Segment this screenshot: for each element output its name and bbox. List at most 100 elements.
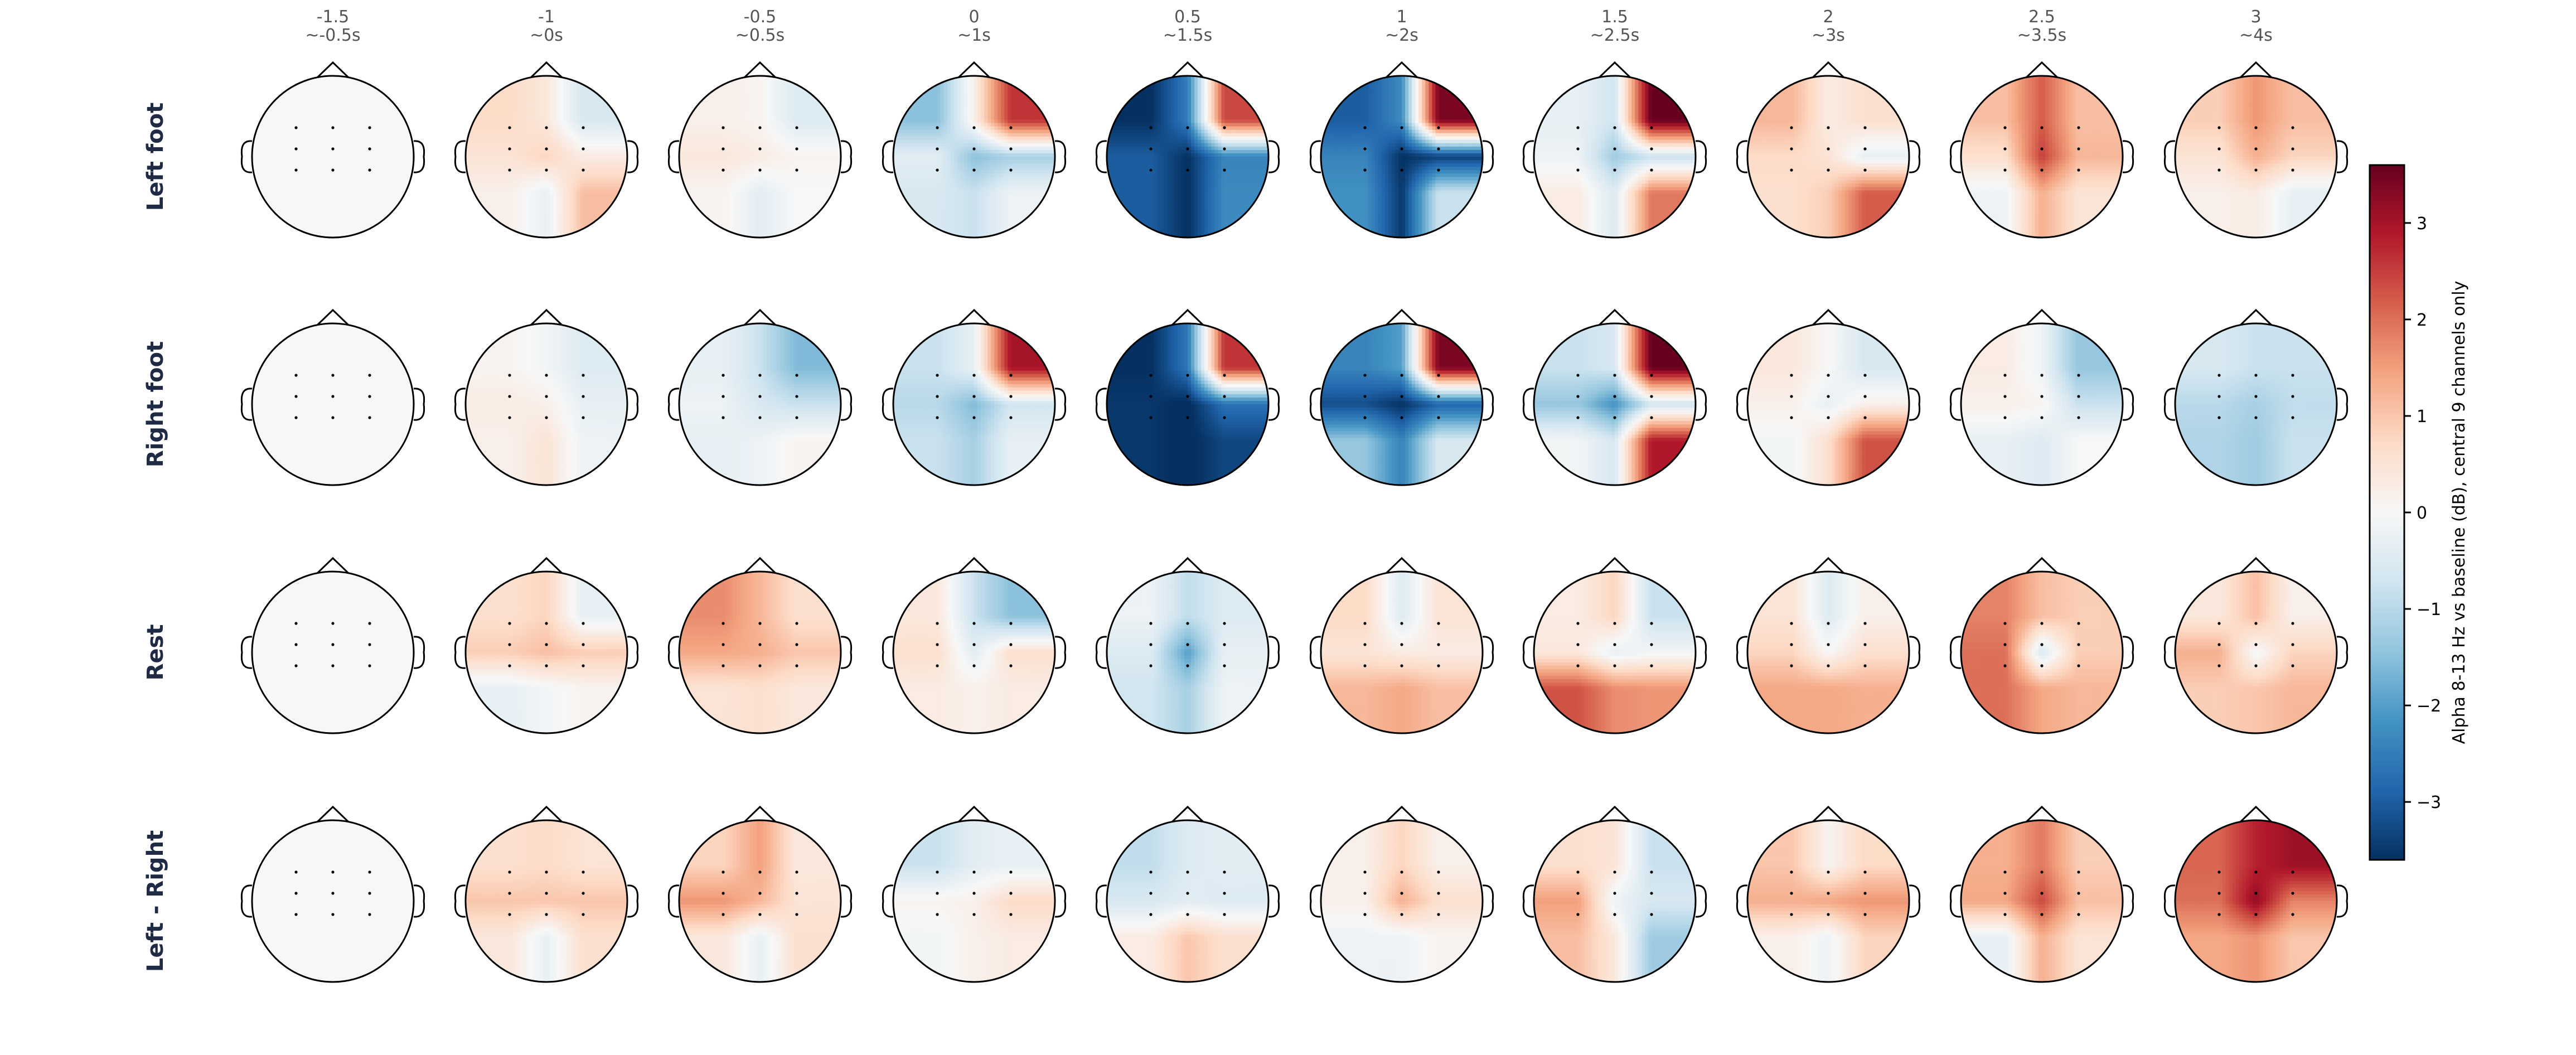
topomap-cell (377, 103, 381, 107)
column-time-label: -1 (538, 7, 555, 27)
topomap-cell (604, 86, 608, 90)
topomap-cell (333, 177, 337, 181)
topomap-cell (590, 103, 594, 107)
topomap-cell (299, 103, 303, 107)
topomap-cell (306, 183, 310, 187)
topomap-cell (476, 224, 480, 228)
topomap-cell (374, 89, 377, 93)
topomap-cell (380, 143, 384, 147)
topomap-cell (323, 231, 327, 235)
topomap-cell (326, 190, 330, 194)
topomap-cell (573, 86, 577, 90)
topomap-cell (252, 93, 256, 96)
topomap-cell (550, 204, 554, 208)
topomap-cell (370, 207, 374, 211)
topomap-cell (506, 137, 510, 141)
topomap-cell (350, 194, 354, 198)
topomap-cell (299, 86, 303, 90)
topomap-cell (489, 89, 493, 93)
topomap-cell (255, 153, 259, 157)
topomap-cell (384, 194, 388, 198)
topomap-cell (476, 163, 480, 167)
topomap-cell (546, 160, 550, 164)
topomap-cell (370, 204, 374, 208)
topomap-cell (624, 83, 628, 86)
topomap-cell (374, 127, 377, 130)
topomap-cell (469, 140, 473, 144)
topomap-cell (520, 214, 524, 218)
topomap-cell (319, 173, 323, 177)
topomap-cell (293, 231, 297, 235)
topomap-cell (466, 123, 469, 127)
topomap-cell (299, 197, 303, 201)
topomap-cell (333, 150, 337, 154)
topomap-cell (614, 207, 618, 211)
topomap-cell (340, 140, 343, 144)
topomap-cell (560, 137, 564, 141)
topomap-cell (560, 123, 564, 127)
topomap-cell (366, 231, 370, 235)
topomap-cell (523, 140, 527, 144)
topomap-cell (492, 170, 496, 174)
topomap-cell (556, 157, 560, 161)
topomap-cell (319, 127, 323, 130)
topomap-cell (469, 211, 473, 215)
topomap-cell (306, 207, 310, 211)
topomap-cell (563, 183, 567, 187)
topomap-cell (573, 190, 577, 194)
topomap-cell (366, 103, 370, 107)
topomap-cell (540, 150, 544, 154)
topomap-cell (621, 120, 624, 124)
topomap-cell (617, 127, 621, 130)
topomap-cell (689, 89, 693, 93)
topomap-cell (604, 234, 608, 238)
topomap-cell (560, 167, 564, 171)
topomap-cell (506, 157, 510, 161)
topomap-cell (326, 137, 330, 141)
topomap-cell (394, 221, 398, 225)
topomap-cell (560, 150, 564, 154)
topomap-cell (510, 99, 514, 103)
topomap-cell (299, 137, 303, 141)
topomap-cell (513, 93, 517, 96)
topomap-cell (472, 143, 476, 147)
topomap-cell (466, 89, 469, 93)
topomap-cell (556, 137, 560, 141)
topomap-cell (336, 211, 340, 215)
topomap-cell (366, 160, 370, 164)
topomap-cell (469, 157, 473, 161)
topomap-cell (404, 86, 408, 90)
topomap-cell (252, 76, 256, 80)
topomap-cell (407, 137, 411, 141)
topomap-cell (269, 167, 273, 171)
topomap-cell (313, 140, 317, 144)
topomap-cell (611, 113, 614, 117)
topomap-cell (546, 173, 550, 177)
topomap-cell (682, 89, 686, 93)
topomap-cell (330, 137, 333, 141)
topomap-cell (503, 123, 507, 127)
topomap-cell (397, 140, 401, 144)
topomap-cell (621, 86, 624, 90)
topomap-cell (790, 89, 794, 93)
topomap-cell (730, 86, 734, 90)
topomap-cell (566, 89, 570, 93)
topomap-cell (513, 194, 517, 198)
topomap-cell (330, 150, 333, 154)
topomap-cell (319, 99, 323, 103)
topomap-cell (516, 214, 520, 218)
topomap-cell (469, 89, 473, 93)
topomap-cell (293, 120, 297, 124)
topomap-cell (543, 93, 547, 96)
topomap-cell (343, 217, 347, 221)
topomap-cell (601, 160, 604, 164)
topomap-cell (553, 83, 557, 86)
topomap-cell (563, 228, 567, 231)
topomap-cell (269, 221, 273, 225)
topomap-cell (546, 99, 550, 103)
topomap-cell (523, 83, 527, 86)
topomap-grid (241, 62, 2347, 983)
topomap-cell (787, 93, 791, 96)
topomap-cell (506, 211, 510, 215)
topomap-cell (394, 117, 398, 120)
